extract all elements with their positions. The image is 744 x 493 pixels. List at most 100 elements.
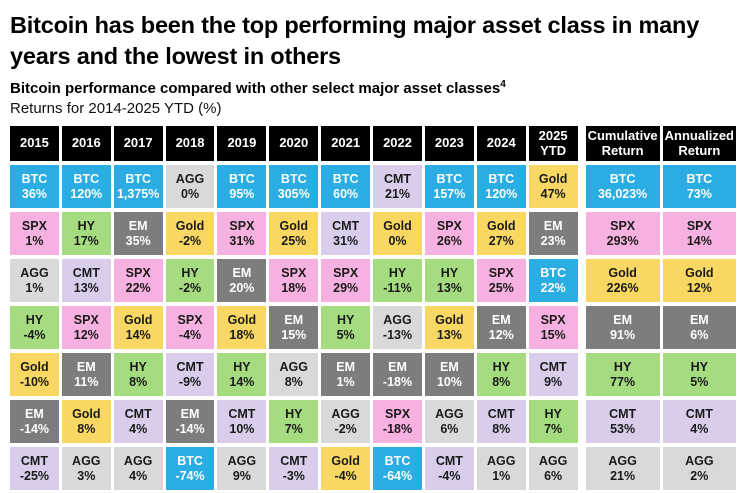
asset-return-value: 31% — [333, 233, 359, 248]
asset-cell-cmt-r6-c12: CMT 53% — [585, 400, 660, 444]
column-header-2017: 2017 — [113, 126, 163, 162]
footnote-marker: 4 — [500, 79, 506, 91]
asset-label: Gold — [435, 312, 464, 327]
asset-cell-agg-r7-c3: AGG 4% — [113, 447, 163, 491]
asset-return-value: 53% — [610, 421, 636, 436]
asset-cell-em-r5-c9: EM 10% — [424, 353, 474, 397]
asset-cell-cmt-r5-c4: CMT -9% — [165, 353, 215, 397]
asset-return-value: 120% — [70, 186, 103, 201]
asset-return-value: 6% — [544, 468, 563, 483]
asset-cell-gold-r4-c3: Gold 14% — [113, 306, 163, 350]
asset-label: AGG — [175, 171, 205, 186]
asset-label: Gold — [123, 312, 153, 327]
asset-cell-cmt-r2-c7: CMT 31% — [321, 212, 371, 256]
asset-cell-cmt-r6-c3: CMT 4% — [113, 400, 163, 444]
asset-return-value: 25% — [281, 233, 307, 248]
asset-return-value: 1% — [336, 374, 355, 389]
asset-cell-gold-r2-c6: Gold 25% — [269, 212, 319, 256]
asset-label: AGG — [435, 406, 464, 421]
asset-return-value: 26% — [436, 233, 462, 248]
asset-cell-btc-r7-c4: BTC -74% — [165, 447, 215, 491]
asset-return-value: 0% — [388, 233, 407, 248]
column-group-spacer — [581, 212, 583, 255]
asset-label: HY — [613, 359, 632, 374]
column-header-2016: 2016 — [61, 126, 111, 162]
asset-cell-agg-r6-c9: AGG 6% — [424, 400, 474, 444]
column-group-spacer — [581, 126, 583, 161]
asset-return-value: 8% — [492, 374, 511, 389]
asset-label: CMT — [176, 359, 204, 374]
asset-label: SPX — [73, 312, 99, 327]
column-header-2025-ytd: 2025 YTD — [528, 126, 578, 162]
asset-cell-em-r6-c4: EM -14% — [165, 400, 215, 444]
asset-label: EM — [613, 312, 632, 327]
asset-cell-em-r3-c5: EM 20% — [217, 259, 267, 303]
asset-label: CMT — [383, 171, 412, 186]
asset-cell-btc-r1-c1: BTC 36% — [10, 165, 59, 209]
asset-label: CMT — [685, 406, 713, 421]
asset-cell-spx-r2-c1: SPX 1% — [10, 212, 59, 256]
asset-returns-table: 2015 2016 2017 2018 2019 2020 2021 2022 2023 2024… — [10, 126, 736, 491]
asset-return-value: 31% — [229, 233, 255, 248]
asset-return-value: 60% — [333, 186, 359, 201]
asset-return-value: -10% — [19, 374, 50, 389]
asset-cell-em-r2-c3: EM 35% — [113, 212, 163, 256]
asset-return-value: -4% — [334, 468, 357, 483]
asset-cell-cmt-r3-c2: CMT 13% — [61, 259, 111, 303]
column-header-cumulative-return: Cumulative Return — [585, 126, 660, 162]
column-group-spacer — [581, 259, 583, 302]
asset-label: BTC — [280, 171, 307, 186]
asset-return-value: 11% — [74, 374, 99, 389]
asset-label: HY — [388, 265, 407, 280]
asset-label: EM — [180, 406, 200, 421]
asset-label: BTC — [686, 171, 713, 186]
asset-cell-btc-r1-c2: BTC 120% — [61, 165, 111, 209]
column-header-2021: 2021 — [321, 126, 371, 162]
asset-return-value: 29% — [333, 280, 359, 295]
asset-label: Gold — [20, 359, 49, 374]
asset-cell-btc-r1-c7: BTC 60% — [321, 165, 371, 209]
asset-cell-hy-r5-c12: HY 77% — [585, 353, 660, 397]
column-header-annualized-return: Annualized Return — [662, 126, 736, 162]
asset-label: SPX — [686, 218, 712, 233]
asset-label: SPX — [385, 406, 411, 421]
asset-cell-spx-r4-c2: SPX 12% — [61, 306, 111, 350]
asset-cell-em-r5-c8: EM -18% — [373, 353, 422, 397]
column-group-spacer — [581, 306, 583, 349]
asset-return-value: 7% — [544, 421, 563, 436]
asset-cell-spx-r3-c10: SPX 25% — [476, 259, 526, 303]
asset-label: Gold — [175, 218, 205, 233]
asset-return-value: 47% — [540, 186, 566, 201]
asset-return-value: 6% — [690, 327, 709, 342]
asset-cell-btc-r1-c12: BTC 36,023% — [585, 165, 660, 209]
asset-cell-spx-r2-c13: SPX 14% — [662, 212, 736, 256]
asset-cell-hy-r6-c6: HY 7% — [269, 400, 319, 444]
asset-label: CMT — [435, 453, 463, 468]
asset-label: Gold — [72, 406, 101, 421]
asset-cell-agg-r1-c4: AGG 0% — [165, 165, 215, 209]
asset-label: BTC — [177, 453, 203, 468]
asset-cell-gold-r2-c10: Gold 27% — [476, 212, 526, 256]
asset-return-value: -64% — [382, 468, 413, 483]
asset-return-value: 12% — [686, 280, 712, 295]
asset-return-value: 1% — [25, 233, 44, 248]
asset-return-value: 95% — [229, 186, 255, 201]
asset-return-value: 7% — [284, 421, 303, 436]
asset-label: BTC — [609, 171, 636, 186]
asset-return-value: 12% — [73, 327, 99, 342]
asset-label: BTC — [488, 171, 515, 186]
asset-return-value: 77% — [610, 374, 636, 389]
asset-label: SPX — [281, 265, 307, 280]
asset-cell-hy-r4-c7: HY 5% — [321, 306, 371, 350]
asset-return-value: -18% — [382, 374, 413, 389]
asset-label: HY — [25, 312, 44, 327]
asset-label: EM — [336, 359, 356, 374]
asset-label: SPX — [540, 312, 566, 327]
asset-return-value: 4% — [129, 468, 148, 483]
chart-caption: Returns for 2014-2025 YTD (%) — [10, 100, 222, 118]
asset-return-value: 36% — [21, 186, 47, 201]
asset-cell-agg-r7-c13: AGG 2% — [662, 447, 736, 491]
asset-cell-gold-r2-c4: Gold -2% — [165, 212, 215, 256]
asset-cell-gold-r4-c9: Gold 13% — [424, 306, 474, 350]
